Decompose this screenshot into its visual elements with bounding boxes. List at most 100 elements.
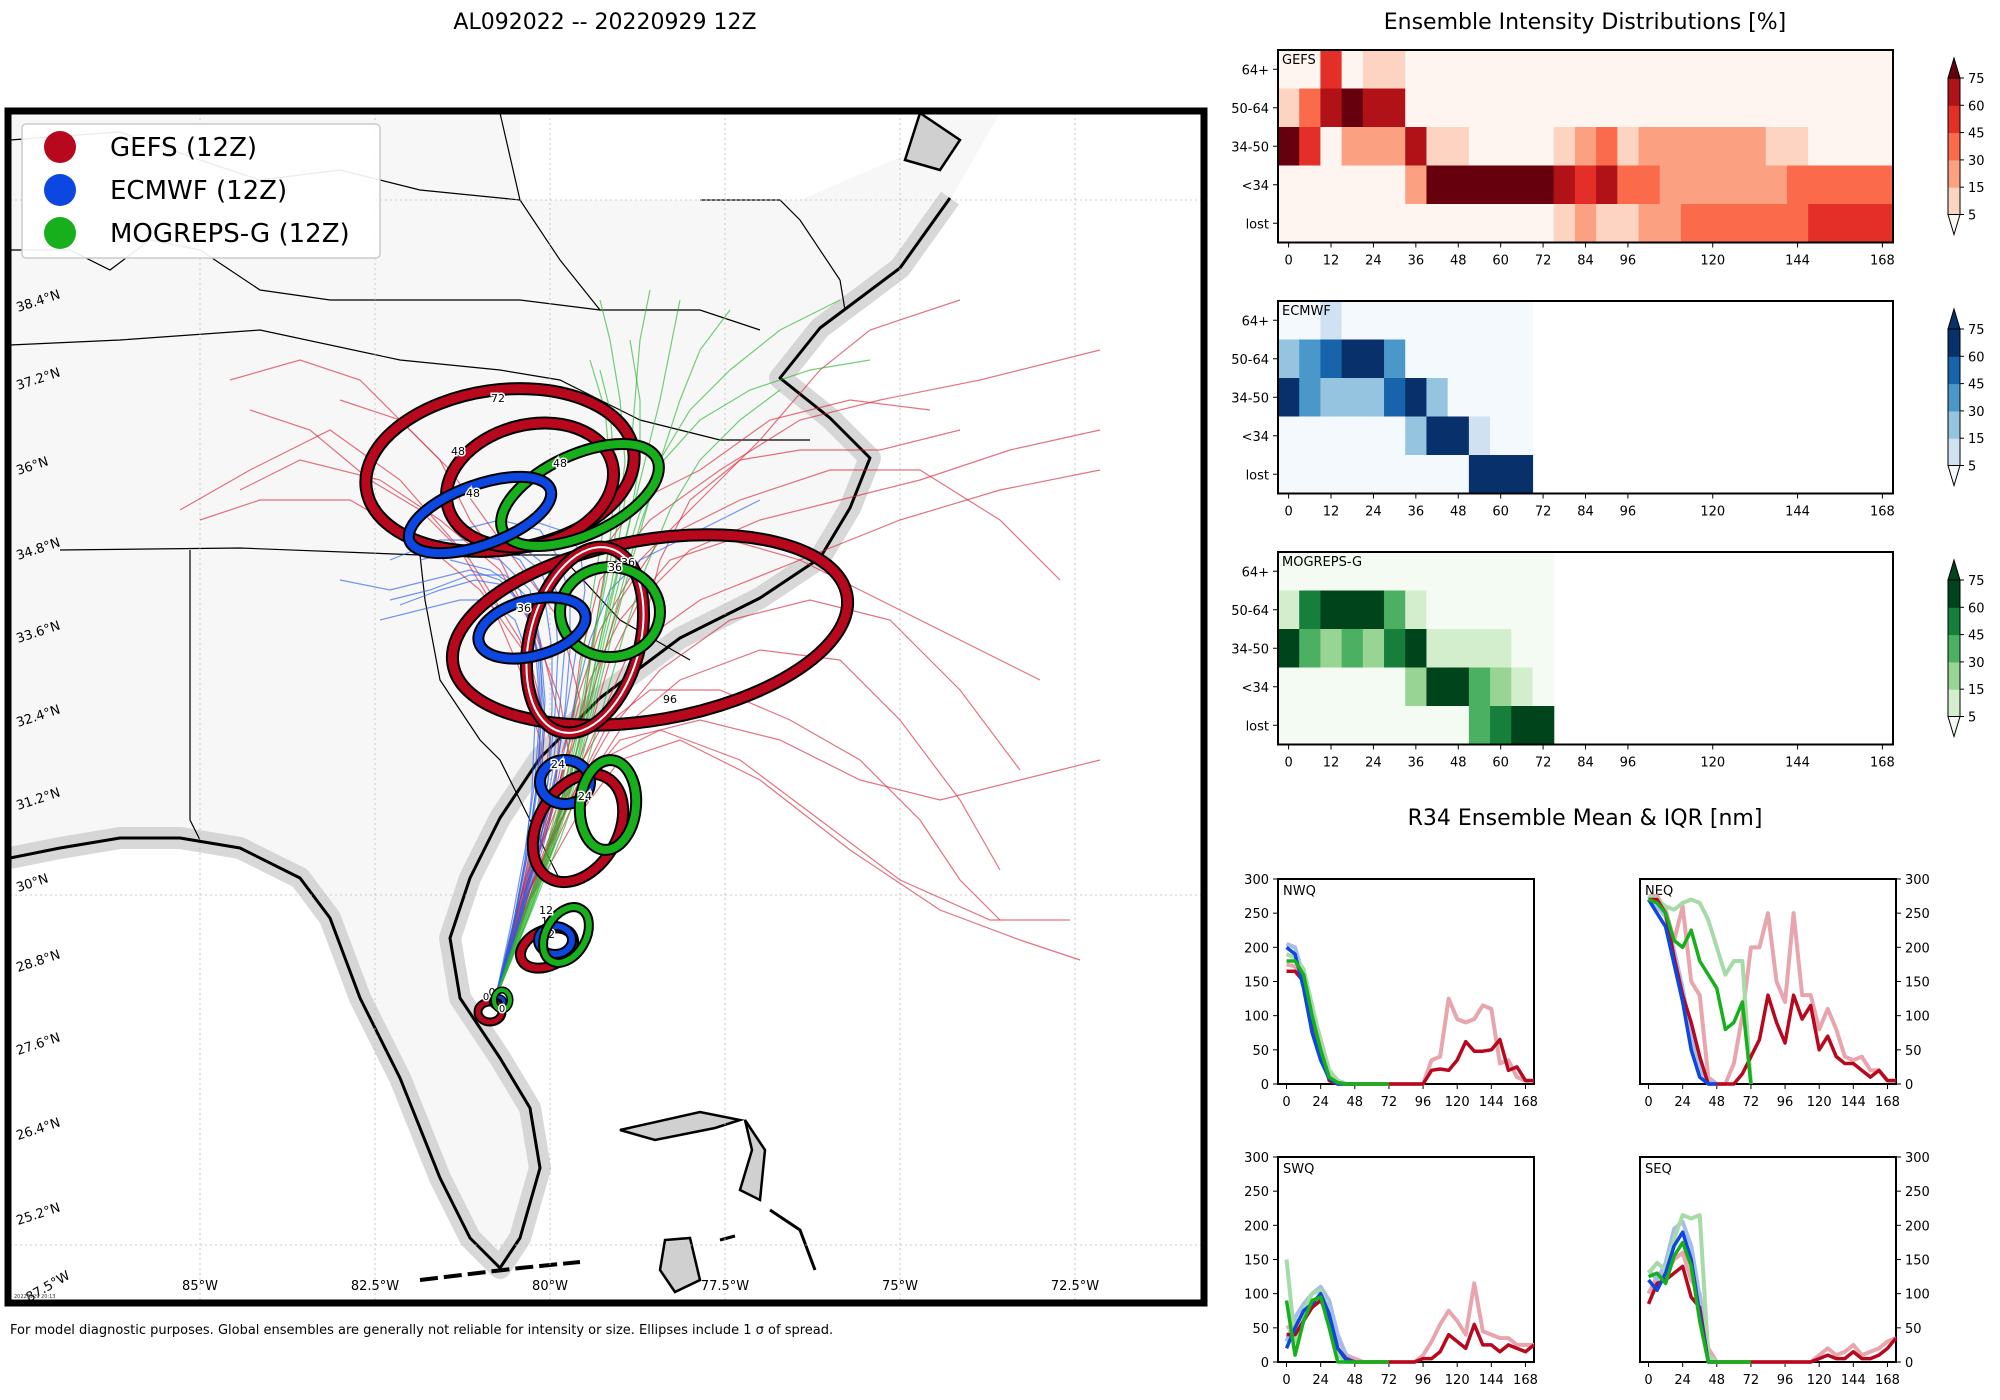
heatmap-cell [1680,88,1703,128]
y-tick-label: 200 [1244,1219,1269,1234]
heatmap-cell [1511,552,1534,592]
series-mean-mogreps-g [1284,1295,1389,1364]
x-tick-label: 144 [1785,756,1810,771]
heatmap-cell [1596,88,1618,128]
heatmap-cell [1553,204,1576,244]
heatmap-cell [1723,204,1746,244]
y-tick-label: <34 [1242,681,1269,696]
heatmap-cell [1405,667,1428,707]
island-grand-bahama [619,1110,745,1142]
heatmap-cell [1511,416,1534,456]
series-mean-gefs [1648,897,1896,1086]
y-tick-label: 300 [1905,1151,1930,1166]
heatmap-cell [1871,127,1894,167]
colorbar-extend-top [1947,56,1961,79]
y-tick-label: 0 [1905,1356,1913,1371]
heatmap-cell [1511,378,1534,418]
x-tick-label: 24 [1674,1373,1691,1388]
heatmap-cell [1468,416,1491,456]
y-tick-label: 100 [1905,1288,1930,1303]
heatmap-cell [1362,301,1385,341]
heatmap-cell [1490,339,1512,379]
heatmap-cell [1765,88,1788,128]
heatmap-cell [1320,590,1343,630]
heatmap-cell [1384,301,1406,341]
line-panel-label: NWQ [1283,884,1316,899]
heatmap-cell [1574,50,1597,90]
heatmap-cell [1511,339,1534,379]
x-tick-label: 48 [1450,254,1467,269]
heatmap-cell [1320,629,1343,669]
heatmap-cell [1426,552,1449,592]
heatmap-cell [1447,590,1470,630]
heatmap-cell [1320,378,1343,418]
y-tick-label: <34 [1242,430,1269,445]
heatmap-cell [1278,378,1300,418]
heatmap-cell [1532,50,1555,90]
heatmap-cell [1617,50,1640,90]
heatmap-cell [1341,378,1364,418]
heatmap-cell [1426,301,1449,341]
heatmap-cell [1341,552,1364,592]
x-tick-label: 0 [1282,1095,1290,1110]
heatmap-cell [1320,301,1343,341]
heatmap-cell [1278,339,1300,379]
uncertainty-ellipses: 96 72 48 48 [359,382,855,1027]
heatmap-cell [1850,50,1873,90]
series-iqr-ecmwf [1284,1284,1357,1364]
y-tick-label: 250 [1244,907,1269,922]
heatmap-cell [1490,204,1512,244]
heatmap-cell [1384,629,1406,669]
heatmap-cell [1299,629,1322,669]
lon-label: 85°W [182,1279,218,1294]
heatmap-cell [1723,127,1746,167]
lon-label: 80°W [532,1279,568,1294]
heatmap-cell [1341,301,1364,341]
heatmap-cell [1490,629,1512,669]
heatmap-cell [1362,552,1385,592]
x-tick-label: 48 [1450,505,1467,520]
heatmap-cell [1299,455,1322,495]
heatmap-cell [1468,552,1491,592]
x-tick-label: 24 [1312,1095,1329,1110]
heatmap-cell [1299,706,1322,746]
ellipse-label: 48 [466,487,480,500]
heatmap-cell [1786,50,1809,90]
heatmap-cell [1405,204,1428,244]
colorbar-tick-label: 45 [1968,629,1985,644]
x-tick-label: 60 [1492,756,1509,771]
heatmap-cell [1808,88,1830,128]
heatmap-cell [1617,165,1640,205]
heatmap-gefs: GEFS 64+ 50-64 34-50 <34 lost 0 12 24 36 48 60 72 84 9… [1231,49,1985,269]
x-tick-label: 72 [1381,1095,1398,1110]
colorbar-tick-label: 30 [1968,405,1985,420]
heatmap-cell [1405,590,1428,630]
heatmap-cell [1468,88,1491,128]
x-tick-label: 48 [1347,1095,1364,1110]
heatmap-cell [1341,667,1364,707]
r34-chart-seq: SEQ 0 50 100 150 200 250 300 0 24 48 72 96 120 144 168 [1639,1151,1930,1388]
heatmap-cell [1744,88,1767,128]
ellipse-label: 72 [491,392,505,405]
y-tick-label: 250 [1905,907,1930,922]
heatmap-cell [1702,127,1724,167]
y-tick-label: lost [1246,217,1269,232]
x-tick-label: 120 [1445,1373,1470,1388]
heatmap-cell [1596,204,1618,244]
heatmap-cell [1659,50,1682,90]
line-panel-frame [1277,1156,1535,1363]
heatmap-cell [1447,455,1470,495]
heatmap-cell [1490,590,1512,630]
heatmap-cell [1341,165,1364,205]
heatmap-cell [1553,165,1576,205]
heatmap-cell [1490,706,1512,746]
heatmap-cell [1765,127,1788,167]
heatmap-cell [1659,204,1682,244]
heatmap-cell [1680,50,1703,90]
heatmap-cell [1405,339,1428,379]
heatmap-cell [1447,88,1470,128]
heatmap-cell [1786,127,1809,167]
ellipse-label: 48 [451,445,465,458]
heatmap-cell [1532,165,1555,205]
heatmap-cell [1405,552,1428,592]
